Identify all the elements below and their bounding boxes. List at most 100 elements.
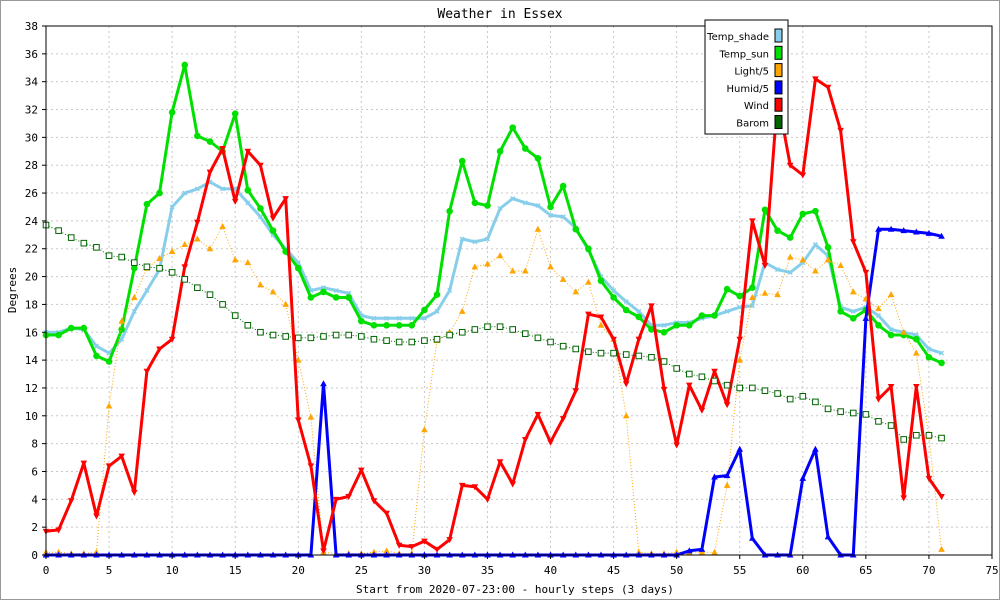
data-point-barom [395,338,403,346]
data-point-barom [446,331,453,339]
y-tick-label: 22 [25,243,38,256]
data-point-light-5 [585,278,592,285]
legend-swatch [774,115,783,129]
data-point-light-5 [774,291,781,298]
data-point-barom [774,390,781,397]
x-tick-label: 60 [796,564,809,577]
data-point-temp-shade [447,287,453,294]
data-point-light-5 [471,263,479,270]
legend-swatch [774,97,783,112]
data-point-temp-sun [194,132,201,140]
data-point-barom [143,263,151,271]
data-point-temp-shade [548,212,554,218]
plot-area [42,61,945,558]
data-point-light-5 [597,321,605,328]
data-point-light-5 [282,300,289,307]
x-tick-label: 35 [481,564,494,577]
data-point-wind [875,396,882,403]
data-point-wind [711,368,718,375]
data-point-light-5 [559,275,567,282]
data-point-barom [900,436,908,443]
data-point-barom [711,377,718,385]
data-point-temp-sun [824,244,832,251]
data-point-wind [433,546,441,553]
legend-label: Humid/5 [727,84,769,95]
data-point-wind [522,436,529,443]
data-point-humid-5 [698,545,706,552]
data-point-temp-sun [685,322,693,329]
data-point-wind [194,219,201,226]
data-point-barom [938,434,945,442]
data-point-barom [358,333,365,340]
x-tick-label: 40 [544,564,557,577]
data-point-barom [458,328,466,336]
y-tick-label: 24 [25,215,39,228]
data-point-humid-5 [749,534,756,541]
data-point-temp-shade [623,299,629,305]
data-point-temp-shade [787,269,793,275]
data-point-temp-shade [939,350,945,356]
data-point-temp-sun [648,326,655,333]
data-point-temp-shade [472,239,478,245]
data-point-light-5 [837,261,844,268]
data-point-barom [862,411,870,418]
data-point-temp-shade [434,308,440,314]
y-tick-label: 8 [31,438,38,451]
y-tick-label: 26 [25,187,38,200]
data-point-temp-sun [774,227,781,234]
y-tick-label: 2 [31,521,38,534]
data-point-temp-sun [585,245,592,253]
y-tick-label: 28 [25,159,38,172]
data-point-humid-5 [887,225,895,232]
data-point-wind [471,484,479,491]
x-tick-label: 30 [418,564,431,577]
data-point-barom [837,408,844,415]
data-point-wind [862,269,870,276]
data-point-temp-sun [723,285,731,293]
data-point-light-5 [723,481,731,488]
data-point-wind [395,542,403,549]
data-point-temp-sun [635,313,643,321]
data-point-wind [206,169,214,176]
data-point-humid-5 [900,227,908,234]
legend-label: Wind [744,101,769,112]
legend-label: Barom [736,119,769,130]
x-tick-label: 10 [166,564,179,577]
data-point-temp-sun [786,234,794,241]
data-point-wind [294,417,302,424]
data-point-temp-shade [257,214,263,220]
y-tick-label: 30 [25,131,38,144]
data-point-light-5 [383,547,390,554]
data-point-light-5 [786,253,794,260]
data-point-barom [913,431,920,439]
y-tick-label: 18 [25,298,38,311]
x-tick-label: 55 [733,564,746,577]
data-point-barom [383,337,390,344]
data-point-light-5 [824,256,832,263]
data-point-barom [761,387,769,395]
data-point-temp-sun [887,331,895,339]
data-point-wind [913,384,920,391]
legend-swatch [774,28,783,43]
data-point-temp-sun [799,210,807,218]
data-point-temp-shade [850,308,856,314]
y-tick-label: 14 [25,354,39,367]
y-tick-label: 32 [25,104,38,117]
data-point-wind [80,460,88,467]
series-line-temp-sun [46,63,943,365]
data-point-barom [925,431,933,439]
data-point-humid-5 [723,472,731,479]
data-point-temp-sun [370,322,378,329]
chart-title: Weather in Essex [437,7,562,22]
data-point-temp-shade [724,308,730,314]
data-point-barom [80,239,88,247]
data-point-temp-sun [181,61,189,69]
data-point-wind [761,262,769,269]
data-point-temp-sun [67,324,75,332]
data-point-temp-shade [875,313,882,319]
x-tick-label: 20 [292,564,305,577]
data-point-temp-shade [661,322,667,328]
data-point-barom [799,393,807,400]
y-tick-label: 20 [25,271,38,284]
data-point-wind [55,527,62,534]
